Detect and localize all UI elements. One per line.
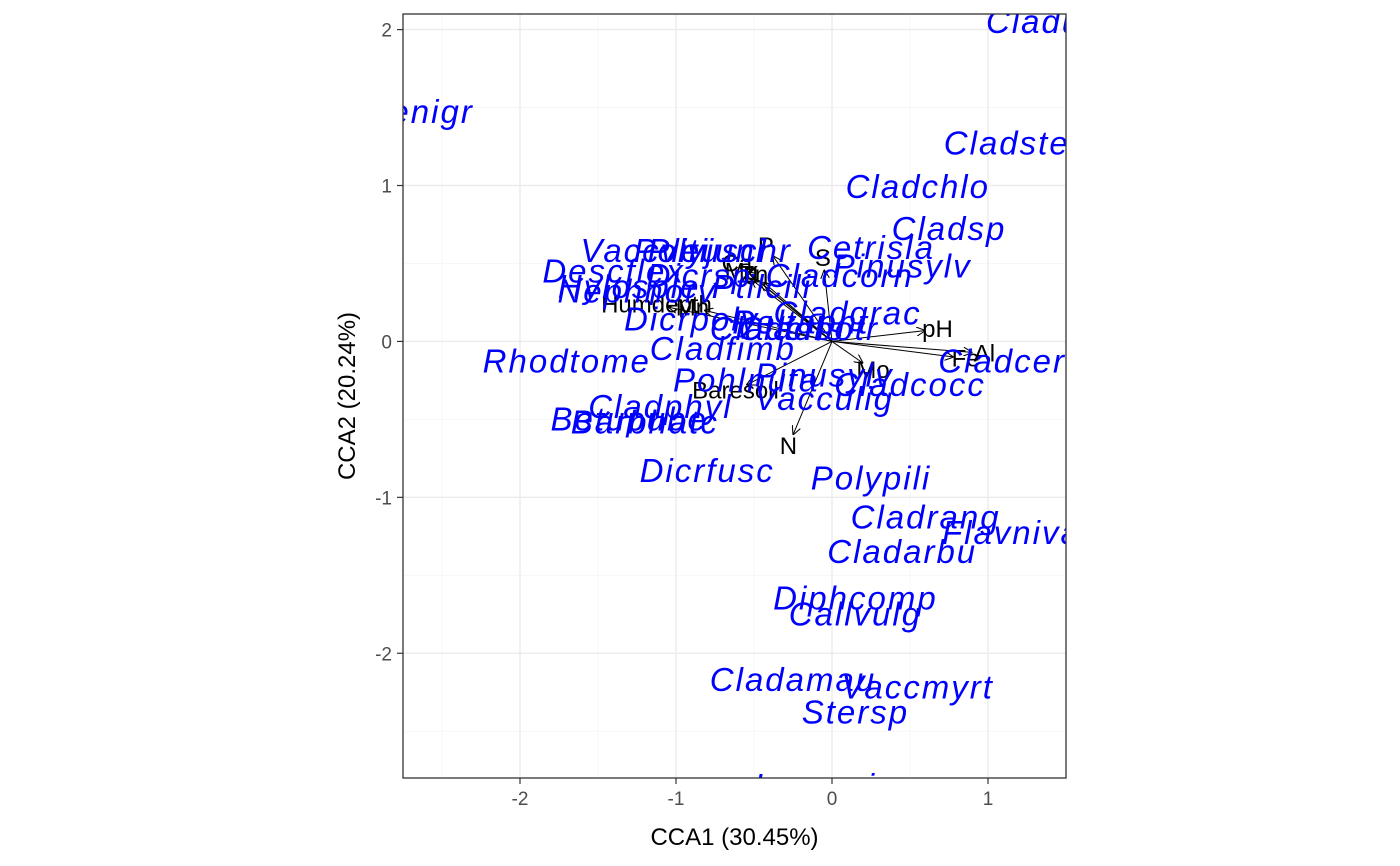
env-label-zn: Zn (740, 261, 768, 288)
species-label-dicrfusc: Dicrfusc (640, 452, 775, 489)
species-label-pinusylv: Pinusylv (833, 248, 972, 285)
species-label-cladcris: Cladcris (710, 310, 845, 347)
panel-background (403, 14, 1066, 778)
species-label-pinusylv: Pinusylv (755, 357, 894, 394)
y-tick-label: -2 (375, 644, 392, 665)
env-arrow-mo (831, 341, 863, 363)
y-tick-label: 1 (381, 177, 392, 198)
species-label-cladphyl: Cladphyl (588, 388, 732, 425)
x-axis: -2 -1 0 1 (512, 778, 994, 810)
species-label-cladsp: Cladsp (892, 210, 1007, 247)
species-label-hylosple: Hylosple (558, 268, 701, 305)
y-tick-label: -1 (375, 488, 392, 509)
species-label-ptilcili: Ptilcili (712, 268, 812, 305)
env-label-p: P (758, 233, 774, 260)
panel-border (402, 13, 1067, 779)
species-label-pohlnuta: Pohlnuta (673, 361, 819, 398)
species-label-peltapht: Peltapht (732, 304, 869, 341)
species-label-dicrsp: Dicrsp (647, 257, 753, 294)
species-label-cladfimb: Cladfimb (650, 330, 796, 367)
env-arrow-n (793, 341, 833, 435)
species-label-cladcocc: Cladcocc (834, 366, 986, 403)
env-label-mn: Mn (676, 294, 709, 321)
species-label-flavniva: Flavniva (942, 514, 1081, 551)
env-arrow-p (773, 256, 833, 342)
env-label-ca: Ca (722, 251, 753, 278)
env-arrow-al (831, 340, 972, 352)
environment-vectors (668, 256, 972, 435)
species-label-cladrang: Cladrang (851, 499, 1001, 536)
env-arrow-s (824, 270, 833, 342)
env-label-s: S (815, 245, 831, 272)
species-label-betupube: Betupube (551, 400, 708, 437)
species-label-cladgrac: Cladgrac (774, 294, 922, 331)
species-label-empenigr: Empenigr (317, 93, 474, 130)
species-label-vaccviti: Vaccviti (581, 232, 709, 269)
x-axis-title: CCA1 (30.45%) (650, 824, 818, 851)
species-label-cladchlo: Cladchlo (846, 168, 990, 205)
species-label-vaccmyrt: Vaccmyrt (842, 669, 994, 706)
species-label-cladcerv: Cladcerv (938, 343, 1085, 380)
species-label-stersp: Stersp (802, 694, 909, 731)
species-label-cladarbu: Cladarbu (827, 533, 977, 570)
species-label-cladbotr: Cladbotr (738, 310, 879, 347)
species-label-descflex: Descflex (542, 252, 685, 289)
env-label-mo: Mo (856, 357, 889, 384)
env-arrow-zn (763, 282, 833, 342)
species-label-pleuschr: Pleuschr (647, 232, 791, 269)
species-labels: Cladunci Empenigr Cladstel Cladchlo Cladsp Va… (317, 3, 1130, 804)
env-label-al: Al (974, 340, 995, 367)
x-tick-label: 1 (983, 789, 994, 810)
env-arrow-mn (704, 310, 833, 342)
species-label-nephnorv: Nephnorv (557, 273, 717, 310)
x-tick-label: -1 (668, 789, 685, 810)
species-label-polyjuni: Polyjuni (634, 232, 766, 269)
y-axis: -2 -1 0 1 2 (375, 21, 403, 665)
env-label-baresoil: Baresoil (692, 378, 779, 405)
species-label-diphcomp: Diphcomp (773, 580, 938, 617)
y-tick-label: 0 (381, 332, 392, 353)
env-label-ph: pH (922, 316, 953, 343)
env-label-fe: Fe (952, 346, 980, 373)
species-label-dicrpoly: Dicrpoly (624, 301, 760, 338)
species-label-rhodtome: Rhodtome (483, 343, 651, 380)
species-label-callvulg: Callvulg (789, 595, 922, 632)
species-label-cladunci: Cladunci (986, 3, 1130, 40)
env-label-n: N (780, 433, 797, 460)
x-tick-label: -2 (512, 789, 529, 810)
env-label-k: K (743, 262, 759, 289)
y-tick-label: 2 (381, 21, 392, 42)
species-label-cladamau: Cladamau (710, 661, 876, 698)
x-tick-label: 0 (827, 789, 838, 810)
species-label-icmaeric: Icmaeric (754, 767, 895, 804)
minor-gridlines (403, 14, 1066, 778)
env-arrow-fe (831, 340, 954, 357)
env-arrow-humdepth (668, 307, 833, 342)
y-axis-title: CCA2 (20.24%) (334, 312, 361, 480)
env-label-mg: Mg (725, 259, 758, 286)
env-arrow-ph (831, 331, 926, 342)
env-arrow-baresoil (746, 340, 833, 385)
env-label-humdepth: Humdepth (601, 292, 712, 319)
species-label-cladcorn: Cladcorn (766, 257, 914, 294)
species-label-cetrisla: Cetrisla (807, 229, 935, 266)
species-label-vacculig: Vacculig (754, 380, 894, 417)
species-label-cladstel: Cladstel (944, 124, 1079, 161)
species-label-barbhatc: Barbhatc (571, 404, 719, 441)
species-label-polypili: Polypili (811, 460, 932, 497)
major-gridlines (403, 14, 1066, 778)
